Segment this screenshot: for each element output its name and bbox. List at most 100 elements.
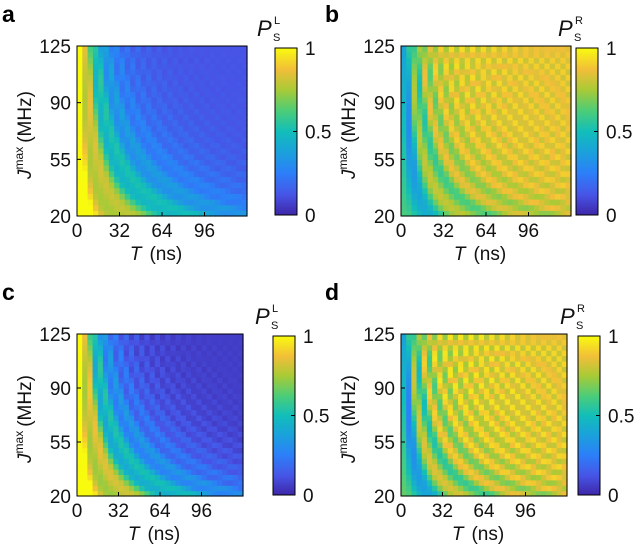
heatmap-cell bbox=[149, 458, 156, 465]
heatmap-cell bbox=[162, 204, 168, 211]
heatmap-cell bbox=[236, 114, 243, 121]
heatmap-cell bbox=[517, 136, 524, 143]
heatmap-cell bbox=[114, 125, 121, 132]
heatmap-cell bbox=[496, 57, 503, 64]
heatmap-cell bbox=[199, 170, 206, 177]
heatmap-cell bbox=[411, 63, 418, 70]
heatmap-cell bbox=[180, 490, 187, 497]
heatmap-cell bbox=[530, 361, 537, 367]
heatmap-cell bbox=[215, 176, 222, 183]
heatmap-cell bbox=[427, 148, 434, 155]
y-tick-label: 125 bbox=[39, 325, 71, 346]
heatmap-cell bbox=[438, 187, 445, 194]
heatmap-cell bbox=[215, 182, 222, 189]
heatmap-cell bbox=[130, 182, 137, 189]
heatmap-cell bbox=[185, 485, 192, 492]
heatmap-cell bbox=[499, 344, 506, 351]
heatmap-cell bbox=[556, 393, 563, 400]
heatmap-cell bbox=[520, 382, 527, 389]
heatmap-cell bbox=[156, 131, 163, 138]
heatmap-cell bbox=[170, 490, 177, 497]
heatmap-cell bbox=[523, 165, 530, 172]
heatmap-cell bbox=[156, 97, 163, 104]
heatmap-cell bbox=[416, 404, 423, 411]
heatmap-cell bbox=[401, 361, 407, 367]
heatmap-cell bbox=[406, 182, 413, 189]
y-tick-label: 125 bbox=[363, 325, 395, 346]
heatmap-cell bbox=[149, 447, 156, 454]
heatmap-cell bbox=[232, 469, 239, 475]
heatmap-cell bbox=[236, 91, 243, 98]
heatmap-cell bbox=[175, 463, 182, 470]
heatmap-cell bbox=[113, 447, 120, 454]
heatmap-cell bbox=[123, 425, 130, 432]
heatmap-cell bbox=[97, 415, 104, 421]
heatmap-cell bbox=[97, 474, 104, 481]
heatmap-cell bbox=[123, 361, 130, 367]
heatmap-cell bbox=[528, 182, 535, 189]
heatmap-cell bbox=[160, 398, 166, 405]
heatmap-cell bbox=[151, 193, 158, 200]
heatmap-cell bbox=[160, 334, 166, 340]
heatmap-cell bbox=[544, 91, 551, 98]
heatmap-cell bbox=[406, 204, 413, 211]
heatmap-cell bbox=[541, 469, 547, 475]
heatmap-cell bbox=[98, 80, 105, 87]
heatmap-cell bbox=[154, 388, 161, 394]
heatmap-cell bbox=[82, 114, 89, 121]
heatmap-cell bbox=[555, 102, 561, 109]
heatmap-cell bbox=[118, 339, 125, 346]
heatmap-cell bbox=[232, 442, 239, 448]
heatmap-cell bbox=[468, 425, 475, 432]
heatmap-cell bbox=[103, 119, 110, 126]
heatmap-cell bbox=[241, 148, 248, 155]
heatmap-cell bbox=[119, 119, 126, 126]
heatmap-cell bbox=[199, 153, 206, 160]
heatmap-cell bbox=[494, 469, 501, 475]
heatmap-cell bbox=[411, 91, 418, 98]
heatmap-cell bbox=[134, 371, 140, 378]
heatmap-cell bbox=[463, 458, 470, 465]
heatmap-cell bbox=[227, 339, 234, 346]
heatmap-cell bbox=[188, 97, 195, 104]
heatmap-cell bbox=[118, 409, 125, 416]
heatmap-cell bbox=[123, 485, 130, 492]
heatmap-cell bbox=[146, 176, 152, 183]
heatmap-cell bbox=[470, 125, 476, 132]
heatmap-cell bbox=[237, 393, 244, 400]
heatmap-cell bbox=[484, 366, 490, 373]
heatmap-cell bbox=[77, 415, 83, 421]
heatmap-cell bbox=[139, 442, 146, 448]
heatmap-cell bbox=[191, 382, 197, 389]
heatmap-cell bbox=[92, 119, 99, 126]
heatmap-cell bbox=[544, 136, 551, 143]
heatmap-cell bbox=[551, 415, 558, 421]
heatmap-cell bbox=[539, 102, 546, 109]
heatmap-cell bbox=[427, 51, 434, 58]
heatmap-cell bbox=[102, 377, 109, 384]
heatmap-cell bbox=[442, 334, 449, 340]
heatmap-cell bbox=[135, 165, 142, 172]
heatmap-cell bbox=[486, 91, 492, 98]
heatmap-cell bbox=[209, 85, 216, 92]
heatmap-cell bbox=[401, 398, 407, 405]
heatmap-cell bbox=[165, 398, 171, 405]
heatmap-cell bbox=[82, 339, 88, 346]
heatmap-cell bbox=[421, 388, 428, 394]
heatmap-cell bbox=[191, 490, 197, 497]
heatmap-cell bbox=[486, 57, 492, 64]
heatmap-cell bbox=[520, 404, 527, 411]
heatmap-cell bbox=[77, 91, 83, 98]
heatmap-cell bbox=[544, 142, 551, 149]
heatmap-cell bbox=[452, 377, 459, 384]
heatmap-cell bbox=[135, 187, 142, 194]
heatmap-cell bbox=[427, 46, 434, 53]
heatmap-cell bbox=[146, 74, 152, 81]
heatmap-cell bbox=[504, 431, 511, 438]
heatmap-cell bbox=[520, 490, 527, 497]
heatmap-cell bbox=[130, 187, 137, 194]
heatmap-cell bbox=[411, 361, 418, 367]
heatmap-cell bbox=[475, 108, 482, 115]
heatmap-cell bbox=[421, 458, 428, 465]
heatmap-cell bbox=[144, 366, 151, 373]
